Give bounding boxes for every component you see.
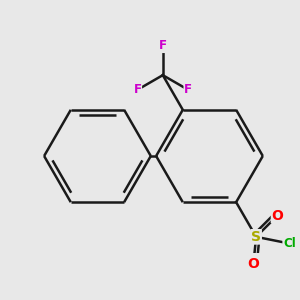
Text: F: F	[159, 39, 167, 52]
Text: Cl: Cl	[283, 237, 296, 250]
Text: O: O	[272, 208, 284, 223]
Text: S: S	[251, 230, 261, 244]
Text: F: F	[184, 83, 192, 96]
Text: F: F	[134, 83, 141, 96]
Text: O: O	[248, 256, 260, 271]
